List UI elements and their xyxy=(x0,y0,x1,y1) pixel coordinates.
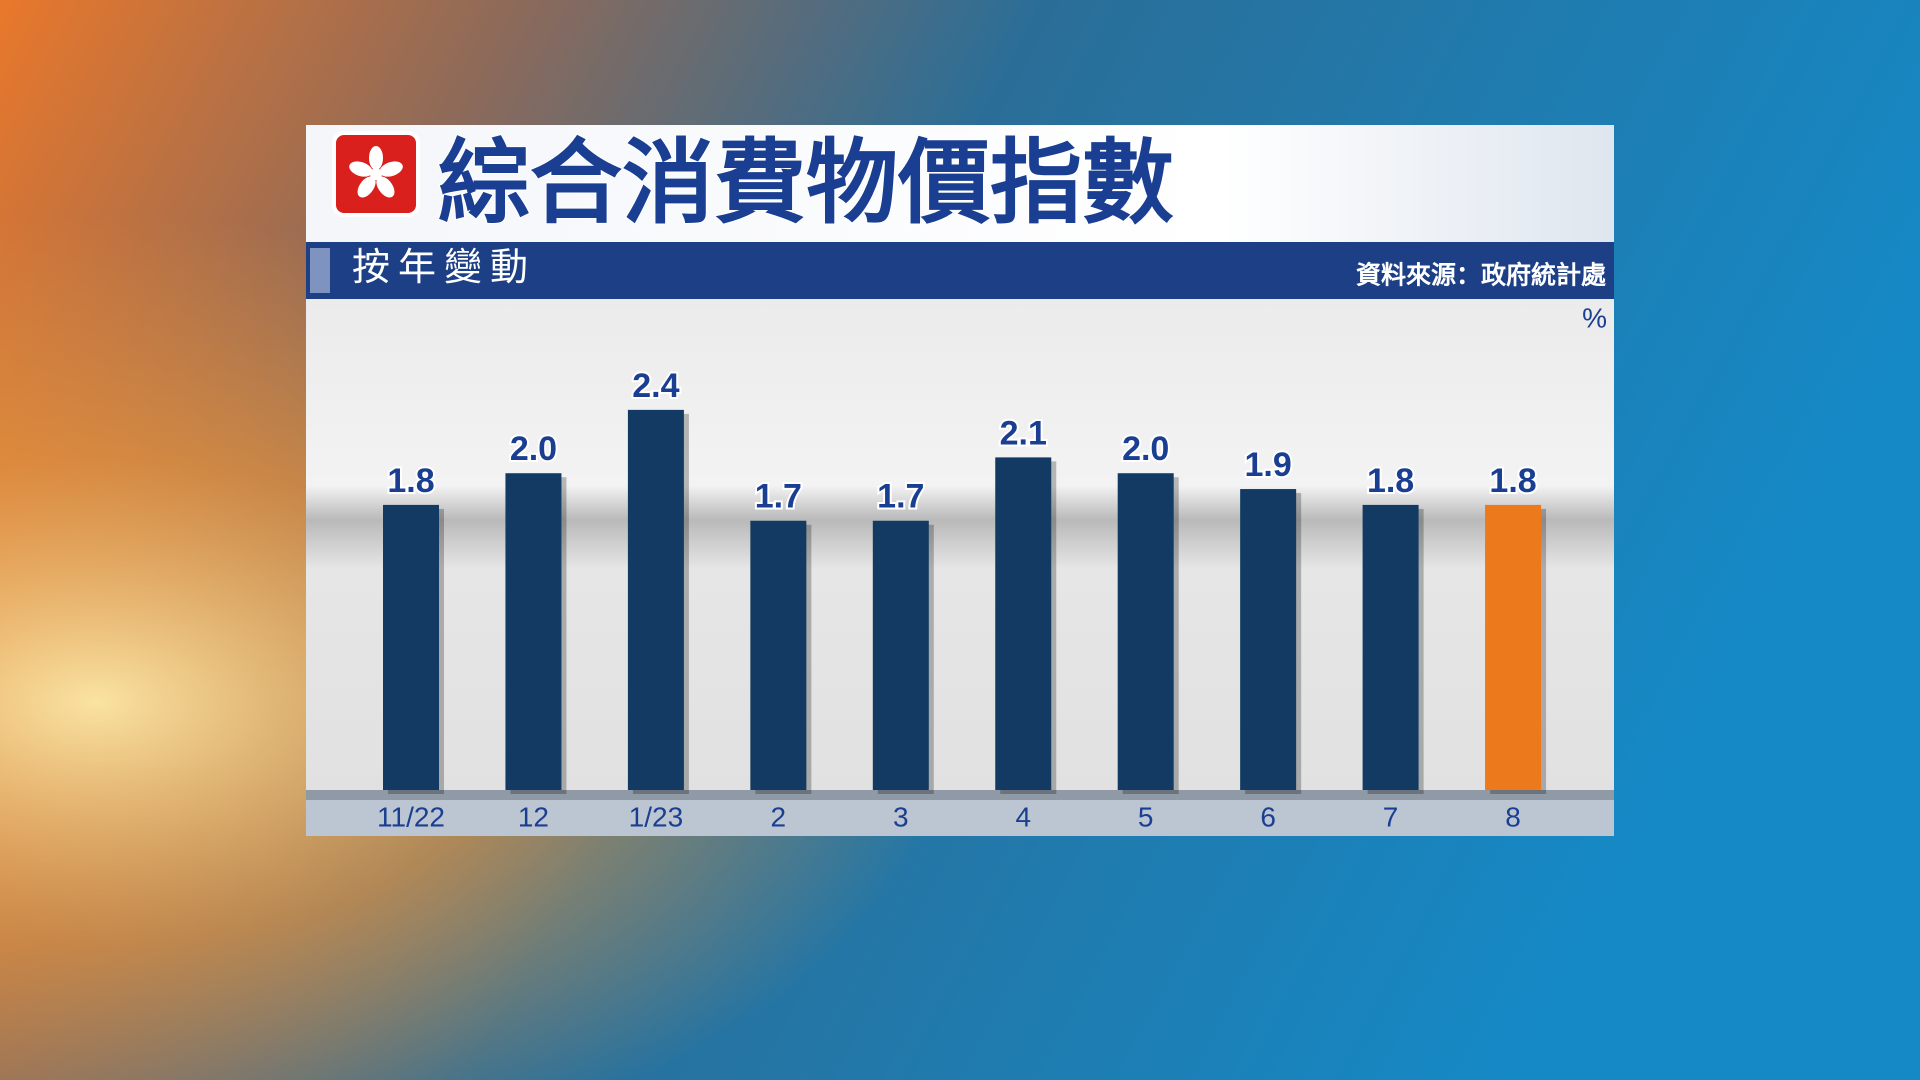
bar xyxy=(750,520,807,790)
value-label: 2.1 xyxy=(1000,414,1047,452)
bar xyxy=(872,520,929,790)
value-label: 2.0 xyxy=(1122,430,1169,468)
x-tick-label: 1/23 xyxy=(629,801,684,832)
bar xyxy=(1362,504,1419,790)
x-tick-label: 2 xyxy=(771,801,787,832)
value-label: 1.9 xyxy=(1245,446,1292,484)
x-tick-label: 7 xyxy=(1383,801,1399,832)
value-label: 1.8 xyxy=(1367,462,1414,500)
flag-icon xyxy=(332,131,420,217)
bar xyxy=(627,409,684,790)
chart-title: 綜合消費物價指數 xyxy=(438,132,1174,234)
bar xyxy=(1485,504,1542,790)
source: 資料來源：政府統計處 xyxy=(1356,261,1606,290)
bar xyxy=(383,504,439,790)
x-tick-label: 4 xyxy=(1015,801,1031,832)
x-tick-label: 3 xyxy=(893,801,909,832)
x-tick-label: 5 xyxy=(1138,801,1154,832)
subtitle: 按年變動 xyxy=(352,247,536,289)
value-label: 1.8 xyxy=(1489,462,1536,500)
x-tick-label: 11/22 xyxy=(377,801,445,832)
value-label: 2.4 xyxy=(632,367,679,405)
x-tick-label: 8 xyxy=(1505,801,1521,832)
value-label: 1.8 xyxy=(387,462,434,500)
subtitle-band xyxy=(306,242,1614,299)
x-tick-label: 6 xyxy=(1260,801,1276,832)
bar xyxy=(505,473,562,790)
bar xyxy=(995,457,1052,790)
value-label: 1.7 xyxy=(755,478,802,516)
subtitle-marker xyxy=(310,248,330,293)
x-tick-label: 12 xyxy=(518,801,549,832)
value-label: 1.7 xyxy=(877,478,924,516)
unit-label: % xyxy=(1582,302,1607,333)
value-label: 2.0 xyxy=(510,430,557,468)
axis-base xyxy=(306,790,1614,800)
title-band xyxy=(306,125,1614,242)
bar xyxy=(1240,489,1297,790)
bar xyxy=(1117,473,1174,790)
